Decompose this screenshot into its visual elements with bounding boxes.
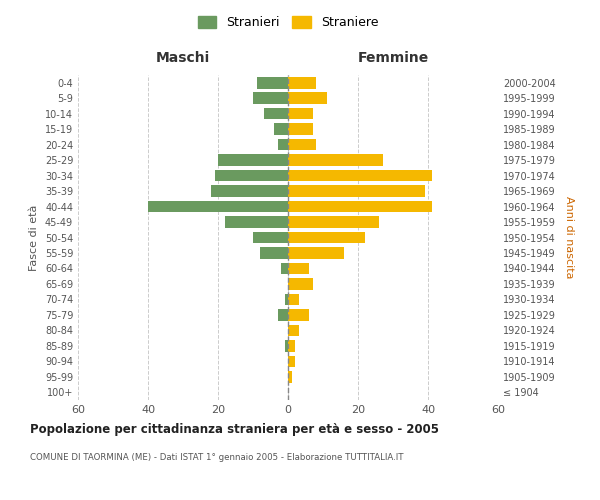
- Bar: [288, 324, 299, 336]
- Bar: [288, 139, 316, 150]
- Bar: [288, 309, 309, 320]
- Y-axis label: Fasce di età: Fasce di età: [29, 204, 39, 270]
- Bar: [288, 77, 316, 88]
- Bar: [257, 77, 288, 88]
- Bar: [284, 340, 288, 351]
- Bar: [253, 232, 288, 243]
- Bar: [288, 200, 431, 212]
- Bar: [288, 92, 326, 104]
- Bar: [225, 216, 288, 228]
- Bar: [274, 124, 288, 135]
- Bar: [288, 170, 431, 181]
- Bar: [288, 294, 299, 305]
- Bar: [288, 247, 344, 259]
- Bar: [288, 216, 379, 228]
- Text: Maschi: Maschi: [156, 51, 210, 65]
- Text: Popolazione per cittadinanza straniera per età e sesso - 2005: Popolazione per cittadinanza straniera p…: [30, 422, 439, 436]
- Bar: [288, 186, 425, 197]
- Bar: [211, 186, 288, 197]
- Bar: [284, 294, 288, 305]
- Bar: [215, 170, 288, 181]
- Bar: [281, 262, 288, 274]
- Legend: Stranieri, Straniere: Stranieri, Straniere: [193, 11, 383, 34]
- Bar: [260, 247, 288, 259]
- Bar: [277, 139, 288, 150]
- Bar: [288, 108, 313, 120]
- Text: COMUNE DI TAORMINA (ME) - Dati ISTAT 1° gennaio 2005 - Elaborazione TUTTITALIA.I: COMUNE DI TAORMINA (ME) - Dati ISTAT 1° …: [30, 452, 404, 462]
- Bar: [288, 262, 309, 274]
- Bar: [288, 340, 295, 351]
- Bar: [277, 309, 288, 320]
- Bar: [253, 92, 288, 104]
- Bar: [288, 124, 313, 135]
- Bar: [148, 200, 288, 212]
- Bar: [218, 154, 288, 166]
- Bar: [263, 108, 288, 120]
- Text: Femmine: Femmine: [358, 51, 428, 65]
- Bar: [288, 371, 292, 382]
- Bar: [288, 154, 383, 166]
- Y-axis label: Anni di nascita: Anni di nascita: [564, 196, 574, 279]
- Bar: [288, 278, 313, 289]
- Bar: [288, 356, 295, 367]
- Bar: [288, 232, 365, 243]
